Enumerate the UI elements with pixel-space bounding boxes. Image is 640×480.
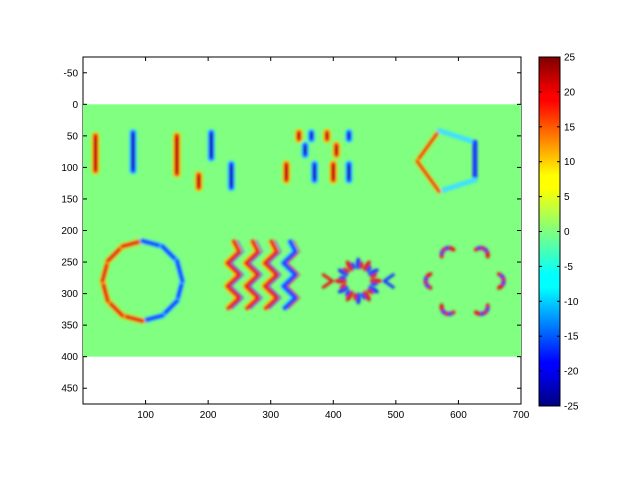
- x-tick-label: 200: [200, 410, 217, 421]
- y-tick-label: -50: [64, 68, 79, 79]
- heatmap-blob: [353, 292, 357, 301]
- colorbar-tick-label: 10: [564, 157, 576, 168]
- heatmap-blob: [339, 283, 347, 289]
- y-tick-label: 150: [61, 194, 78, 205]
- colorbar-tick-label: 0: [564, 227, 570, 238]
- heatmap-wave: [223, 238, 244, 312]
- heatmap-blob: [345, 289, 351, 297]
- heatmap-blob: [366, 265, 372, 273]
- heatmap-blob: [368, 268, 379, 276]
- heatmap-blob: [337, 286, 349, 294]
- heatmap-blob: [350, 262, 356, 270]
- heatmap-blob: [355, 292, 361, 305]
- colorbar-tick-label: -20: [564, 367, 579, 378]
- y-tick-label: 200: [61, 226, 78, 237]
- colorbar-tick-label: -10: [564, 297, 579, 308]
- colorbar-tick-label: -5: [564, 262, 573, 273]
- heatmap-wave: [242, 238, 263, 312]
- y-tick-label: 450: [61, 384, 78, 395]
- colorbar-tick-labels: 25 20 15 10 5 0 -5 -10 -15 -20 -25: [564, 53, 579, 413]
- x-tick-label: 100: [137, 410, 154, 421]
- colorbar-tick-label: -25: [564, 402, 579, 413]
- heatmap-blob: [359, 261, 364, 270]
- heatmap-blob: [496, 284, 505, 290]
- colorbar-tick-label: 25: [564, 53, 576, 64]
- heatmap-blob: [368, 286, 379, 294]
- colorbar-tick-label: 5: [564, 192, 570, 203]
- colorbar-tick-label: 15: [564, 122, 576, 133]
- colorbar-tick-label: -15: [564, 332, 579, 343]
- heatmap-ring: [99, 237, 186, 324]
- y-tick-labels: -50 0 50 100 150 200 250 300 350 400 450: [61, 68, 78, 394]
- heatmap-blob: [345, 260, 354, 272]
- x-tick-label: 600: [450, 410, 467, 421]
- y-tick-label: 300: [61, 289, 78, 300]
- x-tick-label: 300: [262, 410, 279, 421]
- x-tick-label: 700: [513, 410, 530, 421]
- heatmap-blob: [345, 290, 354, 302]
- axis-ticks: [83, 57, 522, 404]
- heatmap-blob: [369, 278, 382, 284]
- heatmap-blob: [338, 275, 347, 280]
- y-tick-label: 350: [61, 321, 78, 332]
- heatmap-blob: [439, 303, 444, 312]
- heatmap-features: [91, 128, 506, 324]
- heatmap-blob: [337, 268, 349, 276]
- y-tick-label: 400: [61, 352, 78, 363]
- heatmap-pentagon: [414, 128, 478, 195]
- heatmap-blob: [485, 250, 490, 259]
- heatmap-blob: [363, 290, 371, 302]
- x-tick-labels: 100 200 300 400 500 600 700: [137, 410, 530, 421]
- heatmap-chevron: [381, 272, 396, 290]
- y-tick-label: 100: [61, 163, 78, 174]
- heatmap-starburst: [321, 257, 396, 305]
- colorbar: [538, 56, 561, 407]
- colorbar-ticks: [539, 56, 560, 407]
- heatmap-blob: [366, 289, 374, 295]
- heatmap-blob: [342, 267, 350, 273]
- heatmap-blob: [360, 292, 366, 300]
- y-tick-label: 250: [61, 258, 78, 269]
- colorbar-tick-label: 20: [564, 87, 576, 98]
- heatmap-blob: [473, 310, 482, 316]
- y-tick-label: 0: [72, 100, 78, 111]
- heatmap-wave: [261, 238, 282, 312]
- heatmap-blob: [363, 260, 371, 272]
- y-tick-label: 50: [67, 131, 79, 142]
- heatmap-blob: [369, 273, 378, 279]
- heatmap-blob: [425, 272, 433, 278]
- heatmap-ring-of-blobs: [423, 245, 506, 317]
- heatmap-wave: [279, 238, 301, 312]
- heatmap-blob: [355, 257, 361, 270]
- x-tick-label: 500: [388, 410, 405, 421]
- heatmap-blob: [334, 278, 347, 284]
- heatmap-blob: [369, 282, 378, 286]
- heatmap-blob: [448, 246, 456, 252]
- heatmap-chevron: [321, 272, 335, 290]
- x-tick-label: 400: [325, 410, 342, 421]
